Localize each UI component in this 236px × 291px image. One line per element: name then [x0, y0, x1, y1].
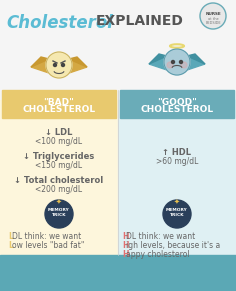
Polygon shape: [187, 54, 205, 64]
Text: MEMORY: MEMORY: [166, 208, 188, 212]
Text: H: H: [122, 241, 128, 250]
Text: >60 mg/dL: >60 mg/dL: [156, 157, 198, 166]
Circle shape: [54, 63, 56, 67]
Bar: [0, 255, 236, 291]
Text: ↓ LDL: ↓ LDL: [45, 128, 73, 137]
Circle shape: [172, 61, 174, 63]
Circle shape: [164, 49, 190, 75]
Polygon shape: [69, 57, 87, 67]
Text: "GOOD": "GOOD": [157, 98, 197, 107]
Text: MEMORY: MEMORY: [48, 208, 70, 212]
Circle shape: [200, 3, 226, 29]
Text: BEDSIDE: BEDSIDE: [205, 21, 221, 25]
Text: NURSE: NURSE: [205, 12, 221, 16]
Circle shape: [163, 200, 191, 228]
Polygon shape: [69, 59, 87, 73]
Text: appy cholesterol: appy cholesterol: [126, 250, 190, 259]
Circle shape: [62, 63, 64, 67]
Polygon shape: [149, 54, 167, 64]
Text: H: H: [122, 232, 128, 241]
Bar: [120, 90, 234, 118]
Bar: [2, 90, 116, 118]
Text: <100 mg/dL: <100 mg/dL: [35, 137, 83, 146]
Circle shape: [46, 52, 72, 78]
Text: CHOLESTEROL: CHOLESTEROL: [22, 105, 96, 114]
Text: ✦: ✦: [56, 199, 62, 205]
Circle shape: [181, 62, 187, 68]
Text: igh levels, because it's a: igh levels, because it's a: [126, 241, 221, 250]
Text: <150 mg/dL: <150 mg/dL: [35, 161, 83, 170]
Text: L: L: [8, 232, 13, 241]
Text: TRICK: TRICK: [170, 213, 184, 217]
Bar: [0, 100, 118, 255]
Polygon shape: [31, 57, 49, 67]
Text: "BAD": "BAD": [44, 98, 74, 107]
Polygon shape: [149, 56, 167, 70]
Text: L: L: [8, 241, 13, 250]
Text: DL think: we want: DL think: we want: [13, 232, 82, 241]
Polygon shape: [31, 59, 49, 73]
Text: ow levels "bad fat": ow levels "bad fat": [13, 241, 85, 250]
Circle shape: [45, 200, 73, 228]
Text: EXPLAINED: EXPLAINED: [96, 14, 184, 28]
Text: ↓ Total cholesterol: ↓ Total cholesterol: [14, 176, 104, 185]
Text: <200 mg/dL: <200 mg/dL: [35, 185, 83, 194]
Text: ↑ HDL: ↑ HDL: [163, 148, 191, 157]
Polygon shape: [187, 56, 205, 70]
Text: ↓ Triglycerides: ↓ Triglycerides: [23, 152, 95, 161]
Bar: [118, 100, 236, 255]
Circle shape: [180, 61, 182, 63]
Circle shape: [167, 62, 173, 68]
Text: CHOLESTEROL: CHOLESTEROL: [140, 105, 214, 114]
Text: at the: at the: [208, 17, 218, 21]
Text: Cholesterol: Cholesterol: [6, 14, 113, 32]
Bar: [0, 0, 236, 100]
Text: ✦: ✦: [174, 199, 180, 205]
Text: DL think: we want: DL think: we want: [126, 232, 196, 241]
Text: H: H: [122, 250, 128, 259]
Text: TRICK: TRICK: [52, 213, 66, 217]
